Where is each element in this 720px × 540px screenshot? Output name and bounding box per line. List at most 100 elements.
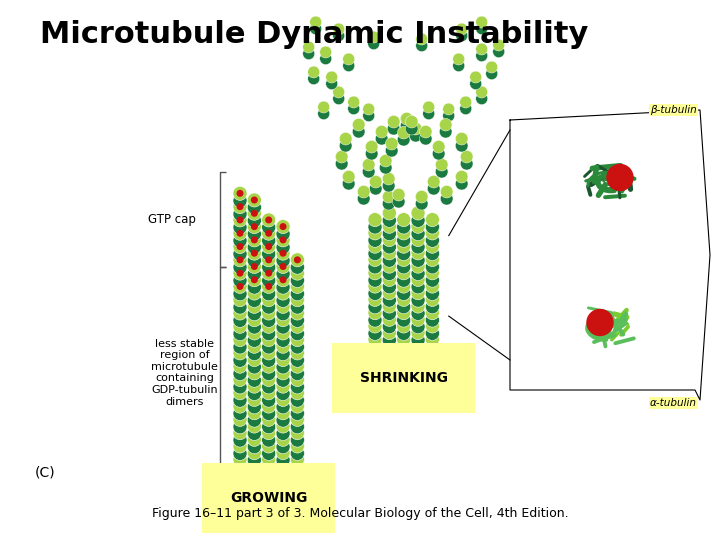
- Circle shape: [233, 327, 247, 341]
- Circle shape: [307, 66, 320, 78]
- Circle shape: [426, 332, 439, 346]
- Circle shape: [261, 300, 276, 314]
- Circle shape: [290, 367, 305, 381]
- Circle shape: [276, 467, 290, 481]
- Circle shape: [290, 473, 305, 487]
- Circle shape: [290, 340, 305, 354]
- Circle shape: [233, 420, 247, 434]
- Circle shape: [233, 407, 247, 421]
- Circle shape: [251, 264, 257, 269]
- Circle shape: [294, 257, 300, 262]
- Circle shape: [276, 233, 290, 247]
- Circle shape: [276, 387, 290, 401]
- Circle shape: [368, 253, 382, 267]
- Circle shape: [261, 280, 276, 293]
- Circle shape: [233, 340, 247, 354]
- Circle shape: [276, 227, 290, 241]
- Circle shape: [233, 367, 247, 381]
- Circle shape: [261, 287, 276, 301]
- Circle shape: [369, 183, 382, 195]
- Circle shape: [411, 259, 425, 273]
- Text: Figure 16–11 part 3 of 3. Molecular Biology of the Cell, 4th Edition.: Figure 16–11 part 3 of 3. Molecular Biol…: [152, 507, 568, 520]
- Circle shape: [423, 108, 435, 120]
- Circle shape: [290, 260, 305, 274]
- Circle shape: [419, 125, 432, 138]
- Circle shape: [261, 240, 276, 254]
- Circle shape: [290, 426, 305, 440]
- Circle shape: [276, 286, 290, 300]
- Circle shape: [261, 306, 276, 320]
- Circle shape: [290, 460, 305, 474]
- Circle shape: [261, 353, 276, 367]
- Circle shape: [348, 96, 360, 108]
- Circle shape: [368, 247, 382, 261]
- Circle shape: [382, 172, 395, 185]
- Circle shape: [362, 165, 375, 178]
- Circle shape: [382, 333, 396, 347]
- Circle shape: [261, 213, 276, 227]
- Circle shape: [248, 373, 261, 387]
- Circle shape: [261, 460, 276, 474]
- Circle shape: [248, 440, 261, 454]
- Circle shape: [379, 161, 392, 174]
- Circle shape: [385, 137, 398, 150]
- Circle shape: [382, 286, 396, 300]
- Circle shape: [290, 300, 305, 314]
- Circle shape: [382, 306, 396, 320]
- Circle shape: [400, 112, 413, 125]
- Circle shape: [411, 306, 425, 320]
- Circle shape: [248, 206, 261, 220]
- Circle shape: [397, 319, 410, 333]
- Circle shape: [248, 246, 261, 260]
- Circle shape: [290, 393, 305, 407]
- Circle shape: [397, 213, 410, 227]
- Circle shape: [307, 73, 320, 85]
- Circle shape: [343, 60, 355, 72]
- Circle shape: [248, 267, 261, 281]
- Circle shape: [248, 360, 261, 374]
- Circle shape: [237, 231, 243, 236]
- Circle shape: [368, 300, 382, 314]
- Circle shape: [290, 327, 305, 341]
- Circle shape: [280, 264, 286, 269]
- Circle shape: [352, 118, 365, 131]
- Circle shape: [276, 293, 290, 307]
- Circle shape: [382, 280, 396, 294]
- Circle shape: [368, 332, 382, 346]
- Circle shape: [276, 440, 290, 454]
- Circle shape: [476, 86, 487, 98]
- Circle shape: [476, 93, 487, 105]
- Circle shape: [261, 399, 276, 413]
- Circle shape: [333, 93, 345, 105]
- Circle shape: [248, 353, 261, 367]
- Circle shape: [410, 123, 422, 135]
- Circle shape: [607, 165, 633, 191]
- Circle shape: [436, 165, 448, 178]
- Circle shape: [397, 260, 410, 274]
- Circle shape: [261, 226, 276, 240]
- Circle shape: [233, 465, 247, 480]
- Circle shape: [587, 309, 613, 335]
- Circle shape: [411, 246, 425, 260]
- Circle shape: [456, 23, 468, 35]
- Circle shape: [382, 206, 396, 220]
- Circle shape: [248, 193, 261, 207]
- Circle shape: [411, 233, 425, 247]
- Circle shape: [426, 247, 439, 261]
- Circle shape: [261, 393, 276, 407]
- Circle shape: [261, 447, 276, 461]
- Circle shape: [261, 234, 276, 248]
- Circle shape: [419, 132, 432, 145]
- Circle shape: [439, 125, 452, 138]
- Circle shape: [382, 233, 396, 247]
- Circle shape: [426, 326, 439, 340]
- Circle shape: [276, 260, 290, 273]
- Circle shape: [233, 226, 247, 240]
- Circle shape: [276, 333, 290, 347]
- Circle shape: [397, 293, 410, 307]
- Circle shape: [426, 239, 439, 253]
- Circle shape: [266, 244, 271, 249]
- Circle shape: [397, 273, 410, 287]
- Circle shape: [368, 273, 382, 287]
- Circle shape: [411, 313, 425, 326]
